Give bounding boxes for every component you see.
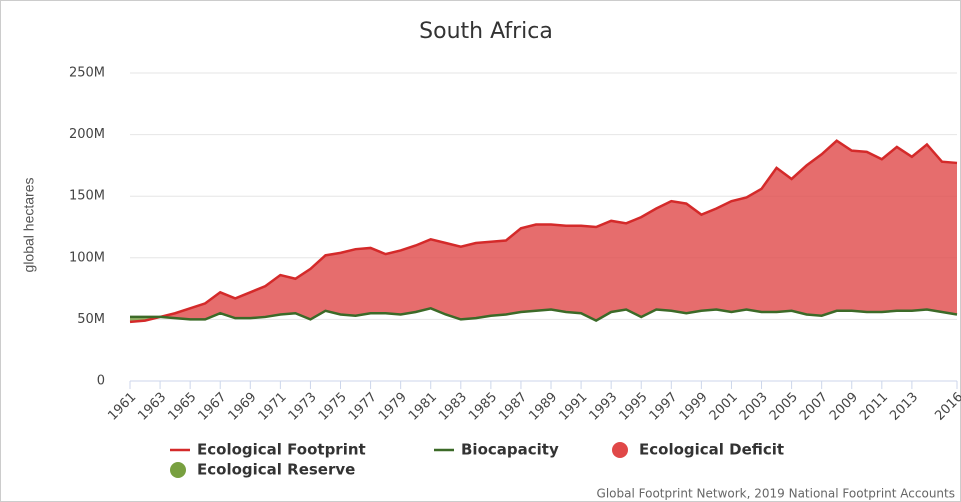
x-tick-label: 1961 [105,390,139,424]
deficit-area [130,140,957,321]
y-tick-label: 250M [69,66,105,81]
y-axis-label: global hectares [21,178,37,273]
y-tick-label: 0 [97,374,105,389]
x-tick-label: 1973 [286,390,320,424]
x-tick-label: 2013 [887,390,921,424]
x-tick-label: 2016 [932,390,961,424]
x-tick-label: 1981 [406,390,440,424]
x-tick-label: 1979 [376,390,410,424]
x-tick-label: 1963 [135,390,169,424]
x-tick-label: 1977 [346,390,380,424]
source: Global Footprint Network, 2019 National … [597,487,955,501]
x-tick-label: 2001 [707,390,741,424]
x-tick-label: 2009 [827,390,861,424]
x-tick-label: 1991 [556,390,590,424]
x-tick-label: 2007 [797,390,831,424]
x-tick-label: 1983 [436,390,470,424]
legend-label[interactable]: Ecological Footprint [197,441,366,459]
legend-label[interactable]: Biocapacity [461,441,559,459]
x-tick-label: 1997 [647,390,681,424]
y-tick-label: 50M [77,312,105,327]
y-tick-label: 100M [69,250,105,265]
x-tick-label: 2005 [767,390,801,424]
x-tick-label: 1965 [165,390,199,424]
series-line [129,139,958,324]
x-tick-label: 1999 [677,390,711,424]
legend-swatch [170,462,186,478]
x-tick-label: 2003 [737,390,771,424]
y-tick-label: 200M [69,127,105,142]
x-tick-label: 1971 [256,390,290,424]
chart-title: South Africa [419,19,553,44]
x-tick-label: 1989 [526,390,560,424]
y-tick-label: 150M [69,189,105,204]
legend-label[interactable]: Ecological Deficit [639,441,784,459]
legend-swatch [612,442,628,458]
x-tick-label: 1987 [496,390,530,424]
series-line [130,307,958,323]
legend-label[interactable]: Ecological Reserve [197,461,355,479]
x-tick-label: 1975 [316,390,350,424]
x-tick-label: 1985 [466,390,500,424]
x-tick-label: 1993 [586,390,620,424]
x-tick-label: 1967 [196,390,230,424]
x-tick-label: 1969 [226,390,260,424]
x-tick-label: 2011 [857,390,891,424]
x-tick-label: 1995 [617,390,651,424]
